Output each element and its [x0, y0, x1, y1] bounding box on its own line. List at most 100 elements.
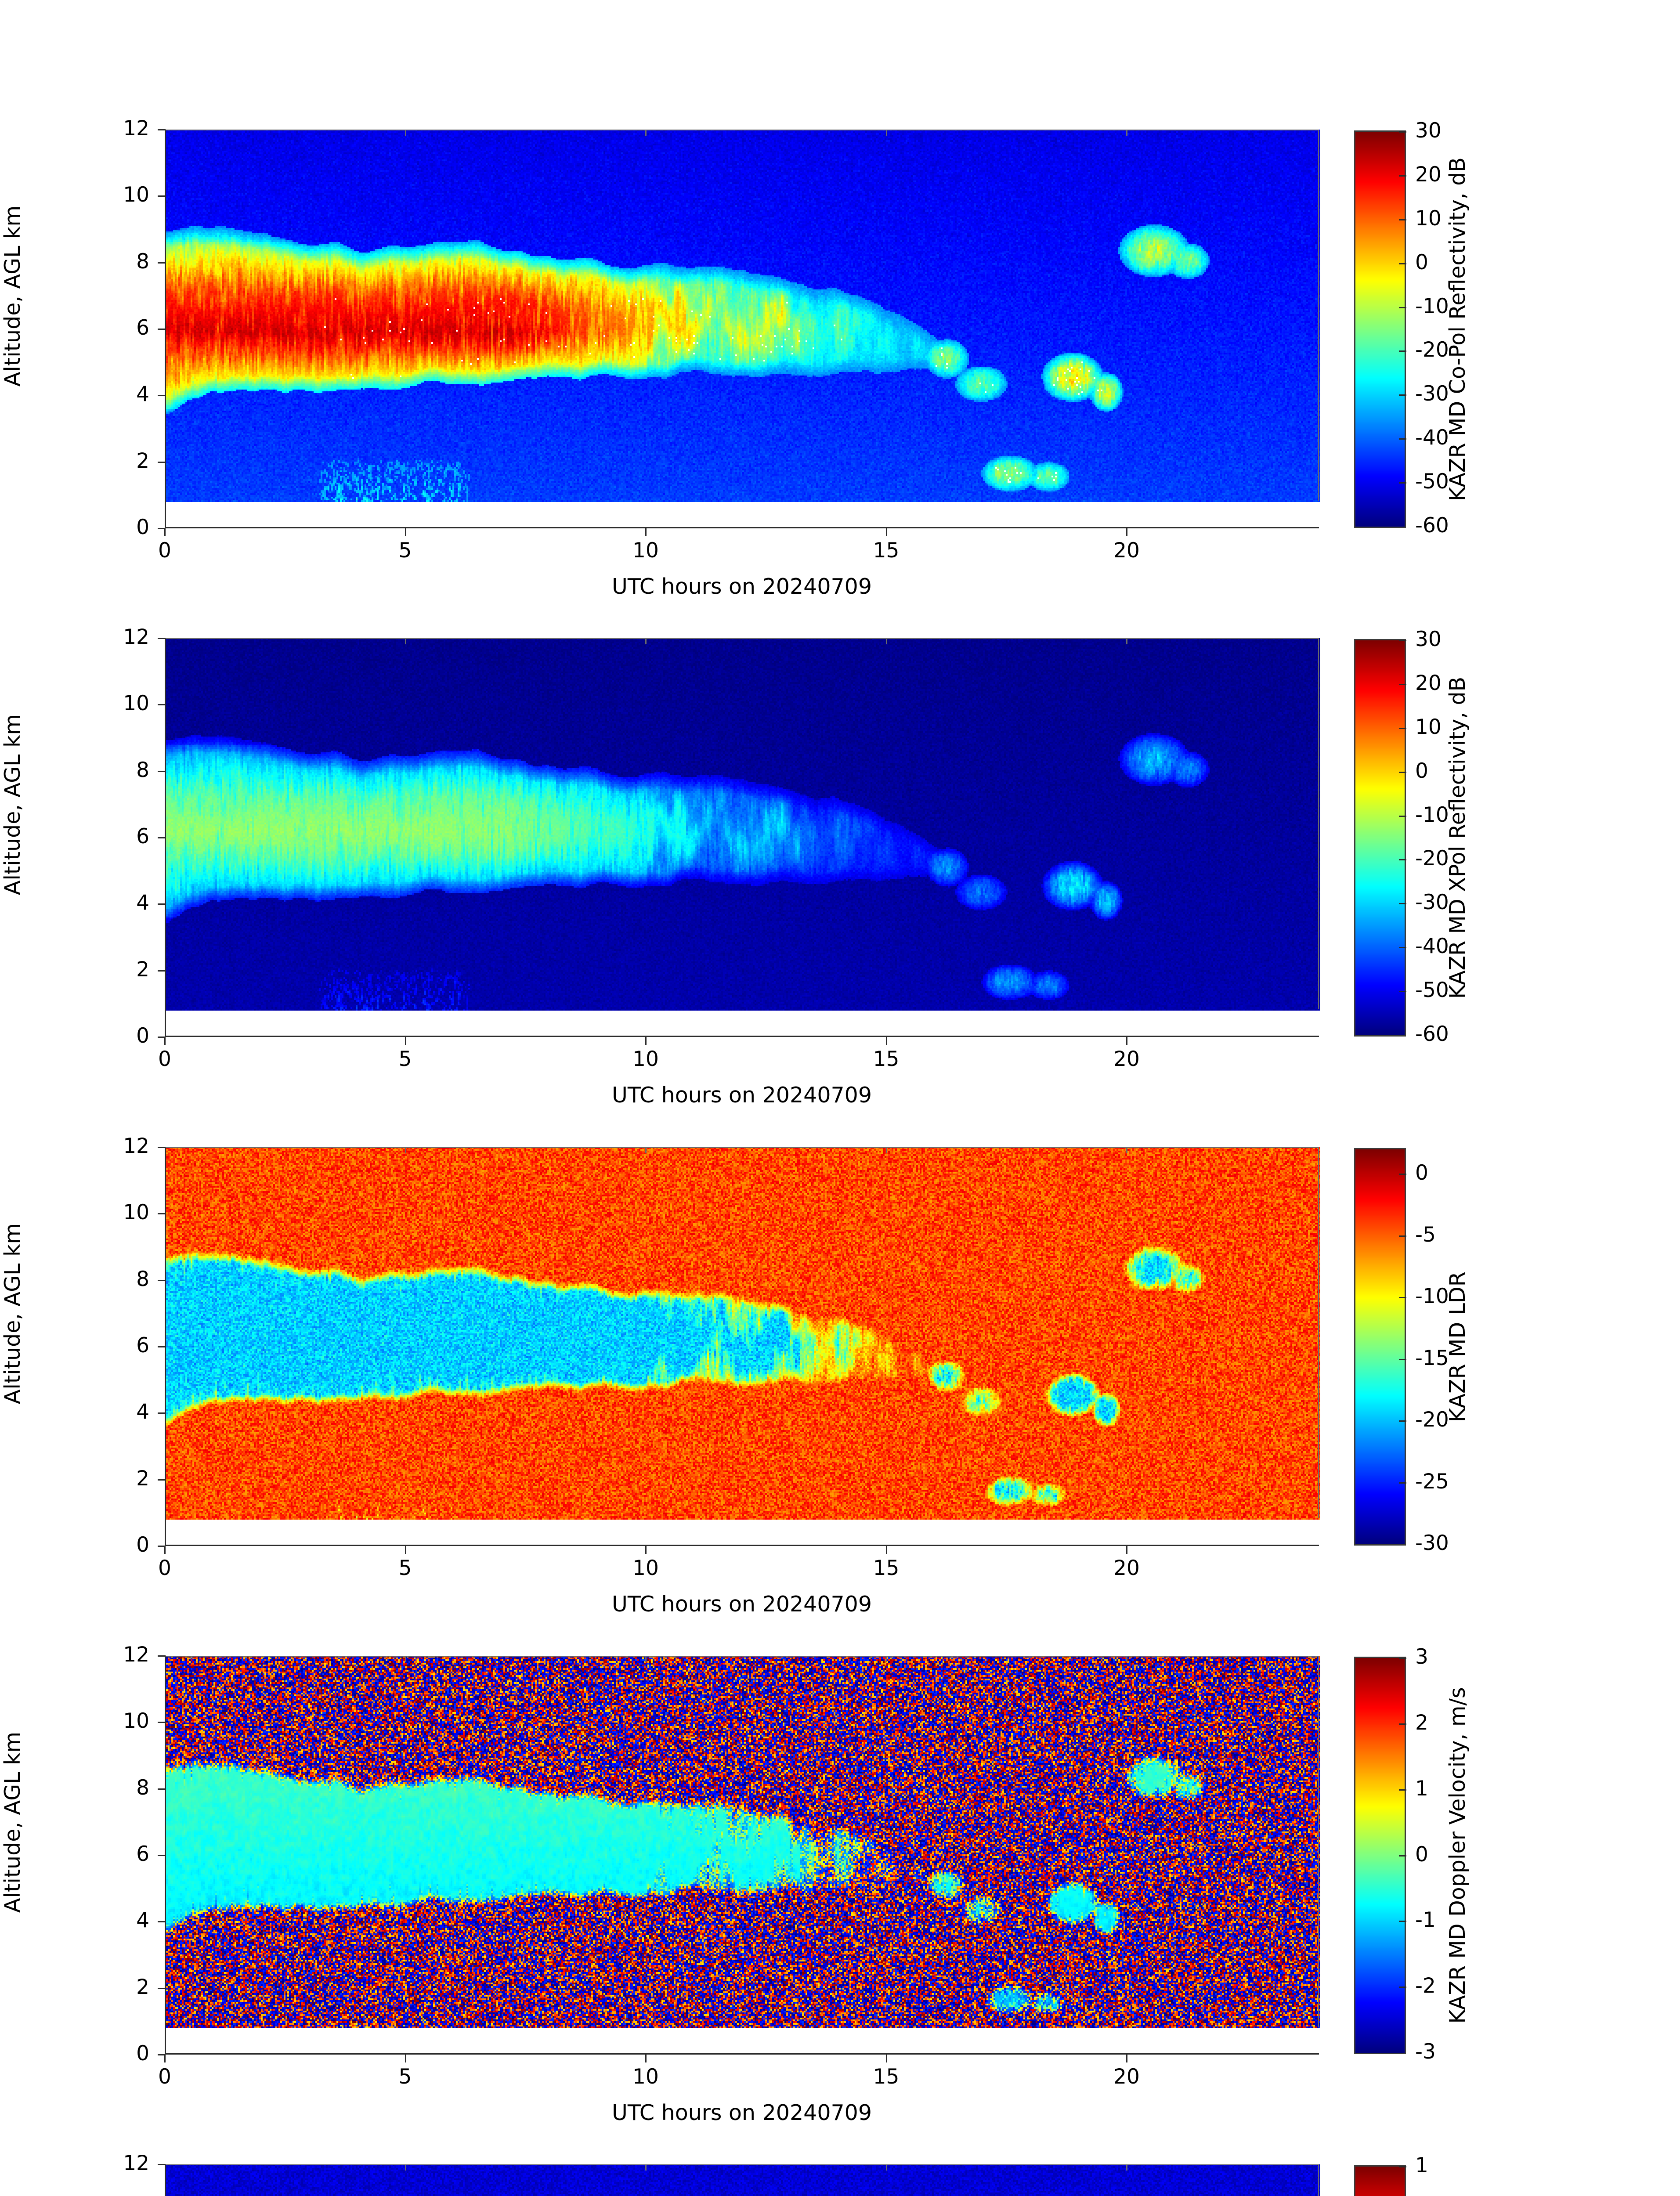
x-axis-tick-label: 15	[873, 2065, 900, 2089]
y-axis-tick-label: 6	[136, 1842, 149, 1866]
x-axis-tick	[645, 1546, 647, 1554]
y-axis-title: Altitude, AGL km	[0, 1223, 25, 1405]
x-axis-tick-top	[645, 638, 647, 644]
x-axis-tick-label: 5	[398, 2065, 412, 2089]
y-axis-tick	[158, 837, 166, 838]
colorbar-tick-label: -60	[1415, 1022, 1449, 1046]
colorbar-tick-label: -40	[1415, 426, 1449, 450]
colorbar-tick-label: 0	[1415, 1161, 1428, 1185]
y-axis-tick	[158, 1655, 166, 1657]
colorbar-tick	[1399, 394, 1406, 396]
x-axis-tick	[164, 1546, 166, 1554]
x-axis-tick-top	[1126, 2164, 1127, 2171]
x-axis-tick	[1126, 1546, 1127, 1554]
x-axis-tick-label: 0	[158, 538, 171, 563]
colorbar-tick-label: -15	[1415, 1346, 1449, 1370]
colorbar-tick-label: -30	[1415, 890, 1449, 915]
x-axis-tick	[645, 1037, 647, 1045]
heatmap-canvas-xpol_reflectivity	[166, 638, 1320, 1037]
x-axis-tick	[885, 1037, 887, 1045]
colorbar-title: KAZR MD Spectral Width, m/s	[1445, 2165, 1476, 2196]
colorbar-tick-label: 0	[1415, 1842, 1428, 1867]
colorbar-tick	[1399, 1297, 1406, 1299]
y-axis-tick-label: 10	[123, 691, 149, 716]
x-axis-tick	[164, 2055, 166, 2062]
colorbar-tick-label: -40	[1415, 934, 1449, 959]
y-axis-tick-label: 10	[123, 1709, 149, 1734]
x-axis-tick	[885, 2055, 887, 2062]
x-axis-tick-label: 10	[632, 538, 659, 563]
colorbar-tick	[1399, 1420, 1406, 1422]
colorbar-tick-label: 2	[1415, 1710, 1428, 1735]
y-axis-tick	[158, 129, 166, 130]
x-axis-tick-top	[405, 1656, 406, 1662]
colorbar-tick-label: 0	[1415, 758, 1428, 783]
x-axis-tick-label: 20	[1113, 1047, 1140, 1071]
colorbar-tick	[1399, 219, 1406, 220]
x-axis-tick	[1126, 1037, 1127, 1045]
colorbar-tick	[1399, 771, 1406, 773]
y-axis-tick-label: 4	[136, 1400, 149, 1424]
plot-area-4	[165, 1656, 1320, 2055]
colorbar-tick	[1399, 815, 1406, 817]
colorbar-tick-label: -3	[1415, 2040, 1436, 2064]
y-axis-tick	[158, 1921, 166, 1923]
y-axis-tick	[158, 1987, 166, 1989]
colorbar-tick-label: -30	[1415, 1531, 1449, 1555]
y-axis-tick-label: 10	[123, 183, 149, 207]
x-axis-tick-top	[1126, 1147, 1127, 1153]
y-axis-title: Altitude, AGL km	[0, 1731, 25, 1913]
chart-panel-3: 0 2 4 6 8 10 12 0 5 10 15 20 UTC hours on 20240709 Al…	[0, 1125, 1680, 1635]
colorbar-tick-label: 20	[1415, 162, 1442, 187]
chart-panel-4: 0 2 4 6 8 10 12 0 5 10 15 20 UTC hours on 20240709 Al…	[0, 1634, 1680, 2143]
colorbar-title: KAZR MD XPol Reflectivity, dB	[1445, 676, 1470, 999]
x-axis-tick-top	[1126, 638, 1127, 644]
x-axis-title: UTC hours on 20240709	[611, 1083, 872, 1108]
y-axis-tick	[158, 704, 166, 706]
y-axis-tick	[158, 329, 166, 330]
y-axis-tick	[158, 903, 166, 905]
colorbar-tick-label: -2	[1415, 1974, 1436, 1998]
y-axis-tick	[158, 461, 166, 463]
y-axis-tick-label: 8	[136, 249, 149, 274]
colorbar-5	[1354, 2165, 1406, 2196]
plot-area-3	[165, 1147, 1320, 1546]
x-axis-tick-top	[885, 2164, 887, 2171]
x-axis-tick-label: 10	[632, 2065, 659, 2089]
x-axis-tick	[164, 528, 166, 536]
y-axis-tick	[158, 1788, 166, 1790]
colorbar-tick-label: -25	[1415, 1469, 1449, 1494]
plot-frame-right	[1318, 2164, 1319, 2196]
colorbar-tick	[1399, 1358, 1406, 1360]
plot-frame-right	[1318, 638, 1319, 1009]
colorbar-tick	[1399, 438, 1406, 440]
y-axis-tick-label: 12	[123, 1134, 149, 1158]
plot-frame-right	[1318, 1147, 1319, 1518]
x-axis-tick-top	[885, 1147, 887, 1153]
y-axis-tick-label: 0	[136, 515, 149, 539]
colorbar-tick-label: 30	[1415, 119, 1442, 143]
x-axis-tick-top	[405, 130, 406, 136]
colorbar-tick-label: -1	[1415, 1908, 1436, 1932]
colorbar-4	[1354, 1657, 1406, 2054]
heatmap-canvas-spectral_width	[166, 2164, 1320, 2196]
x-axis-tick-label: 0	[158, 2065, 171, 2089]
colorbar-2	[1354, 639, 1406, 1037]
y-axis-tick	[158, 1213, 166, 1215]
y-axis-tick-label: 8	[136, 1775, 149, 1800]
y-axis-tick-label: 12	[123, 116, 149, 141]
x-axis-tick	[405, 528, 406, 536]
y-axis-tick	[158, 262, 166, 264]
y-axis-title: Altitude, AGL km	[0, 205, 25, 387]
colorbar-tick	[1399, 482, 1406, 484]
x-axis-tick	[405, 1037, 406, 1045]
x-axis-tick-top	[405, 1147, 406, 1153]
plot-frame-right	[1318, 130, 1319, 501]
x-axis-tick-label: 20	[1113, 538, 1140, 563]
colorbar-tick	[1399, 1235, 1406, 1237]
x-axis-tick-top	[645, 2164, 647, 2171]
x-axis-tick	[1126, 2055, 1127, 2062]
x-axis-tick-label: 10	[632, 1556, 659, 1580]
plot-area-2	[165, 638, 1320, 1037]
